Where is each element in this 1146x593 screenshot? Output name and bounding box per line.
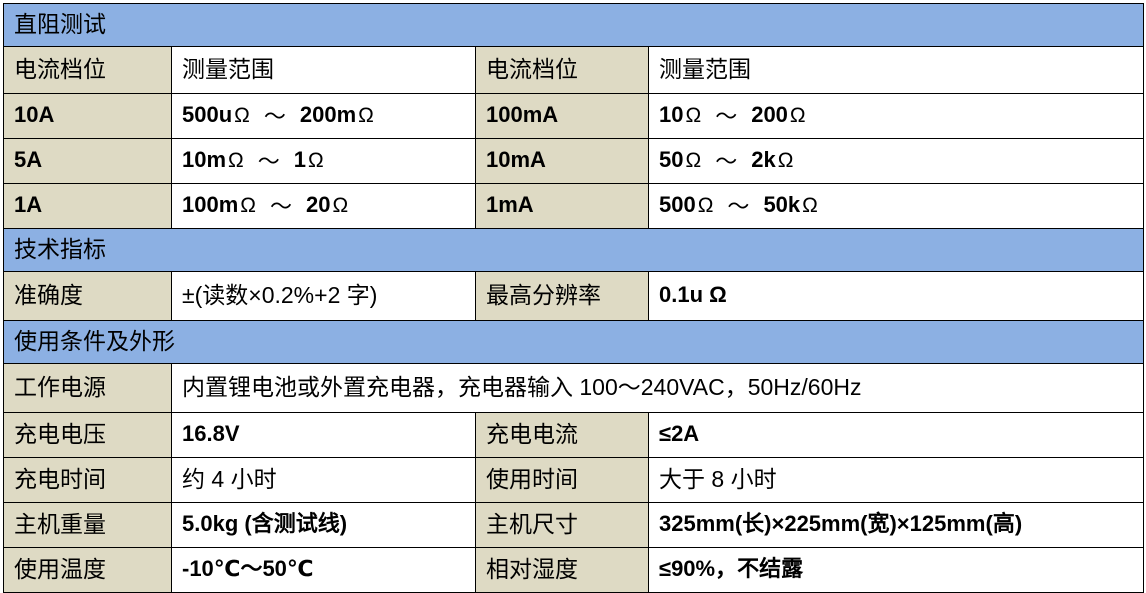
charge-current-value: ≤2A [648, 412, 1144, 458]
range-low: 10m [182, 146, 227, 172]
charge-voltage-value: 16.8V [171, 412, 476, 458]
current-range-value: 5A [3, 138, 172, 184]
ohm-unit-icon: Ω [697, 193, 714, 217]
table-row: 准确度 ±(读数×0.2%+2 字) 最高分辨率 0.1u Ω [3, 271, 1144, 321]
accuracy-label: 准确度 [3, 271, 172, 321]
ohm-unit-icon: Ω [308, 148, 324, 172]
range-high: 2k [751, 146, 776, 172]
column-header-measure-range-right: 测量范围 [648, 46, 1144, 94]
table-row: 充电电压 16.8V 充电电流 ≤2A [3, 412, 1144, 458]
measure-range-value: 100mΩ ～ 20Ω [171, 183, 476, 229]
host-weight-label: 主机重量 [3, 502, 172, 548]
range-low: 50 [659, 146, 684, 172]
measure-range-value: 10mΩ ～ 1Ω [171, 138, 476, 184]
table-row: 使用温度 -10℃～50℃ 相对湿度 ≤90%，不结露 [3, 547, 1144, 593]
current-range-value: 1mA [475, 183, 649, 229]
table-row: 工作电源 内置锂电池或外置充电器，充电器输入 100～240VAC，50Hz/6… [3, 363, 1144, 413]
operating-temperature-value: -10℃～50℃ [171, 547, 476, 593]
column-header-current-range-right: 电流档位 [475, 46, 649, 94]
power-supply-label: 工作电源 [3, 363, 172, 413]
ohm-unit-icon: Ω [685, 103, 702, 127]
range-separator: ～ [257, 148, 280, 174]
charge-current-label: 充电电流 [475, 412, 649, 458]
usage-time-value: 大于 8 小时 [648, 457, 1144, 503]
section-header-technical: 技术指标 [3, 228, 1144, 272]
power-supply-value: 内置锂电池或外置充电器，充电器输入 100～240VAC，50Hz/60Hz [171, 363, 1144, 413]
table-row: 5A 10mΩ ～ 1Ω 10mA 50Ω ～ 2kΩ [3, 138, 1144, 184]
range-high: 200 [751, 101, 788, 127]
table-row: 10A 500uΩ ～ 200mΩ 100mA 10Ω ～ 200Ω [3, 93, 1144, 139]
accuracy-value: ±(读数×0.2%+2 字) [171, 271, 476, 321]
section-header-resistance: 直阻测试 [3, 3, 1144, 47]
table-row: 充电时间 约 4 小时 使用时间 大于 8 小时 [3, 457, 1144, 503]
relative-humidity-label: 相对湿度 [475, 547, 649, 593]
range-separator: ～ [727, 193, 750, 219]
range-low: 500 [659, 191, 696, 217]
range-separator: ～ [269, 193, 292, 219]
range-low: 500u [182, 101, 233, 127]
ohm-unit-icon: Ω [777, 148, 794, 172]
host-weight-value: 5.0kg (含测试线) [171, 502, 476, 548]
current-range-value: 1A [3, 183, 172, 229]
measure-range-value: 500uΩ ～ 200mΩ [171, 93, 476, 139]
charge-voltage-label: 充电电压 [3, 412, 172, 458]
range-separator: ～ [715, 103, 738, 129]
relative-humidity-value: ≤90%，不结露 [648, 547, 1144, 593]
ohm-unit-icon: Ω [234, 103, 250, 127]
measure-range-value: 10Ω ～ 200Ω [648, 93, 1144, 139]
range-high: 200m [299, 101, 357, 127]
charge-time-value: 约 4 小时 [171, 457, 476, 503]
table-row: 主机重量 5.0kg (含测试线) 主机尺寸 325mm(长)×225mm(宽)… [3, 502, 1144, 548]
column-header-row-resistance: 电流档位 测量范围 电流档位 测量范围 [3, 46, 1144, 94]
ohm-unit-icon: Ω [228, 148, 244, 172]
section-title-conditions: 使用条件及外形 [3, 320, 1144, 364]
column-header-current-range-left: 电流档位 [3, 46, 172, 94]
charge-time-label: 充电时间 [3, 457, 172, 503]
measure-range-value: 50Ω ～ 2kΩ [648, 138, 1144, 184]
current-range-value: 10A [3, 93, 172, 139]
ohm-unit-icon: Ω [332, 193, 349, 217]
ohm-unit-icon: Ω [685, 148, 702, 172]
range-low: 10 [659, 101, 684, 127]
host-dimensions-value: 325mm(长)×225mm(宽)×125mm(高) [648, 502, 1144, 548]
range-separator: ～ [715, 148, 738, 174]
ohm-unit-icon: Ω [802, 193, 818, 217]
current-range-value: 10mA [475, 138, 649, 184]
usage-time-label: 使用时间 [475, 457, 649, 503]
section-title-resistance: 直阻测试 [3, 3, 1144, 47]
ohm-unit-icon: Ω [789, 103, 806, 127]
range-high: 50k [763, 191, 801, 217]
specification-table: 直阻测试 电流档位 测量范围 电流档位 测量范围 10A 500uΩ ～ 200mΩ… [3, 3, 1144, 593]
resolution-value: 0.1u Ω [648, 271, 1144, 321]
range-separator: ～ [263, 103, 286, 129]
range-high: 1 [293, 146, 307, 172]
range-low: 100m [182, 191, 239, 217]
table-row: 1A 100mΩ ～ 20Ω 1mA 500Ω ～ 50kΩ [3, 183, 1144, 229]
operating-temperature-label: 使用温度 [3, 547, 172, 593]
range-high: 20 [306, 191, 331, 217]
section-title-technical: 技术指标 [3, 228, 1144, 272]
section-header-conditions: 使用条件及外形 [3, 320, 1144, 364]
ohm-unit-icon: Ω [240, 193, 256, 217]
current-range-value: 100mA [475, 93, 649, 139]
resolution-label: 最高分辨率 [475, 271, 649, 321]
measure-range-value: 500Ω ～ 50kΩ [648, 183, 1144, 229]
host-dimensions-label: 主机尺寸 [475, 502, 649, 548]
ohm-unit-icon: Ω [358, 103, 374, 127]
column-header-measure-range-left: 测量范围 [171, 46, 476, 94]
